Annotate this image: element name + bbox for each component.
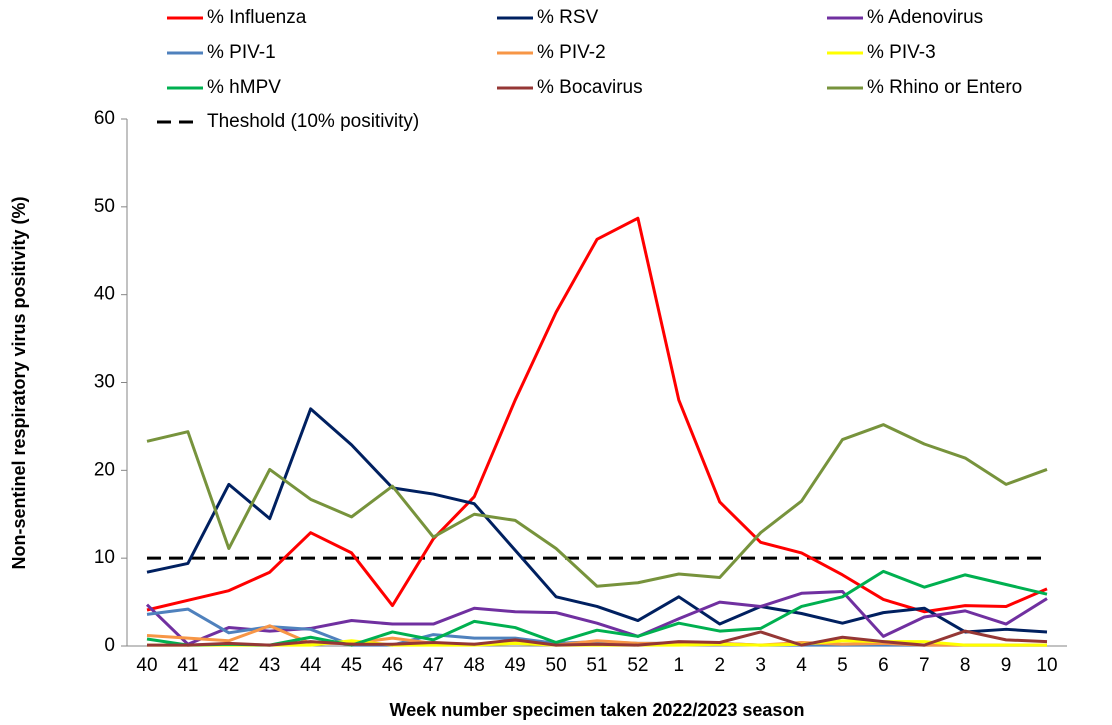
legend-label: % Influenza	[207, 7, 307, 28]
series-line	[146, 569, 1048, 647]
x-tick-label: 43	[259, 655, 280, 676]
legend-label: % hMPV	[207, 77, 281, 98]
legend-label: % Bocavirus	[537, 77, 643, 98]
x-tick-label: 4	[796, 655, 807, 676]
x-tick-label: 48	[464, 655, 485, 676]
series-line	[145, 590, 1048, 646]
series-line	[146, 423, 1048, 588]
legend-label: % Adenovirus	[867, 7, 983, 28]
x-tick-label: 50	[546, 655, 567, 676]
x-tick-label: 2	[714, 655, 725, 676]
series-line	[146, 216, 1048, 614]
x-tick-label: 3	[755, 655, 766, 676]
x-tick-label: 10	[1036, 655, 1057, 676]
x-tick-label: 45	[341, 655, 362, 676]
y-tick-label: 30	[94, 372, 115, 393]
legend-label: % PIV-3	[867, 42, 936, 63]
x-tick-label: 1	[674, 655, 685, 676]
x-tick-label: 8	[960, 655, 971, 676]
series-line	[147, 629, 1048, 647]
series-line	[146, 407, 1048, 634]
legend-label: % PIV-2	[537, 42, 606, 63]
x-tick-label: 49	[505, 655, 526, 676]
legend-label: Theshold (10% positivity)	[207, 111, 419, 132]
x-tick-label: 41	[177, 655, 198, 676]
y-tick-label: 0	[104, 635, 115, 656]
x-tick-label: 7	[919, 655, 930, 676]
legend-label: % RSV	[537, 7, 599, 28]
y-tick-label: 40	[94, 284, 115, 305]
y-axis-title: Non-sentinel respiratory virus positivit…	[9, 196, 29, 569]
x-tick-label: 6	[878, 655, 889, 676]
x-tick-label: 47	[423, 655, 444, 676]
legend-label: % Rhino or Entero	[867, 77, 1022, 98]
legend-label: % PIV-1	[207, 42, 276, 63]
x-tick-label: 5	[837, 655, 848, 676]
x-axis-title: Week number specimen taken 2022/2023 sea…	[390, 700, 805, 720]
y-tick-label: 10	[94, 547, 115, 568]
x-tick-label: 42	[218, 655, 239, 676]
x-tick-label: 9	[1001, 655, 1012, 676]
y-tick-label: 20	[94, 459, 115, 480]
y-tick-label: 60	[94, 108, 115, 129]
x-tick-label: 51	[586, 655, 607, 676]
x-tick-label: 46	[382, 655, 403, 676]
x-tick-label: 44	[300, 655, 322, 676]
y-tick-label: 50	[94, 196, 115, 217]
x-tick-label: 52	[627, 655, 648, 676]
x-tick-label: 40	[136, 655, 157, 676]
